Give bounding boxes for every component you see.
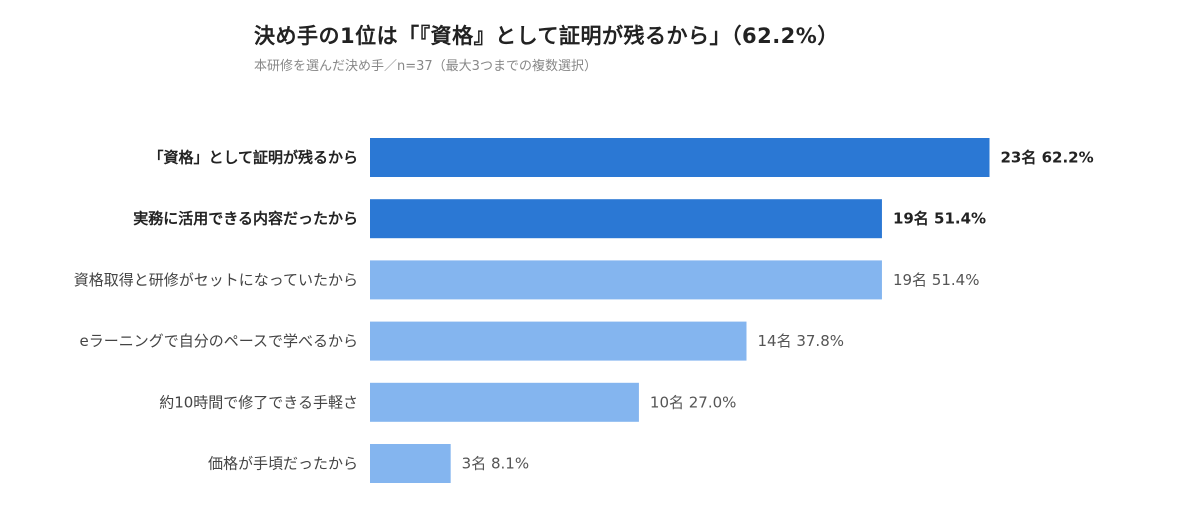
value-label-1: 23名 62.2% — [1001, 149, 1094, 167]
category-label-4: eラーニングで自分のペースで学べるから — [80, 332, 358, 350]
category-label-1: 「資格」として証明が残るから — [148, 149, 358, 167]
bar-1 — [370, 138, 990, 177]
bars-group — [370, 138, 990, 483]
category-label-5: 約10時間で修了できる手軽さ — [159, 393, 358, 411]
category-label-3: 資格取得と研修がセットになっていたから — [74, 271, 358, 289]
bar-6 — [370, 444, 451, 483]
category-label-6: 価格が手頃だったから — [208, 455, 358, 473]
value-labels-group: 23名 62.2% 19名 51.4% 19名 51.4% 14名 37.8% 10名 … — [462, 149, 1094, 473]
category-label-2: 実務に活用できる内容だったから — [133, 210, 358, 228]
category-labels-group: 「資格」として証明が残るから実務に活用できる内容だったから資格取得と研修がセット… — [74, 149, 358, 473]
bar-4 — [370, 321, 747, 361]
chart-title: 決め手の1位は「『資格』として証明が残るから」（62.2%） — [254, 24, 839, 48]
value-label-2: 19名 51.4% — [893, 210, 986, 228]
chart-subtitle: 本研修を選んだ決め手／n=37（最大3つまでの複数選択） — [254, 59, 597, 74]
value-label-5: 10名 27.0% — [650, 393, 737, 411]
value-label-3: 19名 51.4% — [893, 271, 980, 289]
bar-2 — [370, 199, 882, 239]
value-label-6: 3名 8.1% — [462, 455, 529, 473]
bar-5 — [370, 382, 639, 422]
value-label-4: 14名 37.8% — [757, 332, 844, 350]
bar-3 — [370, 260, 882, 300]
